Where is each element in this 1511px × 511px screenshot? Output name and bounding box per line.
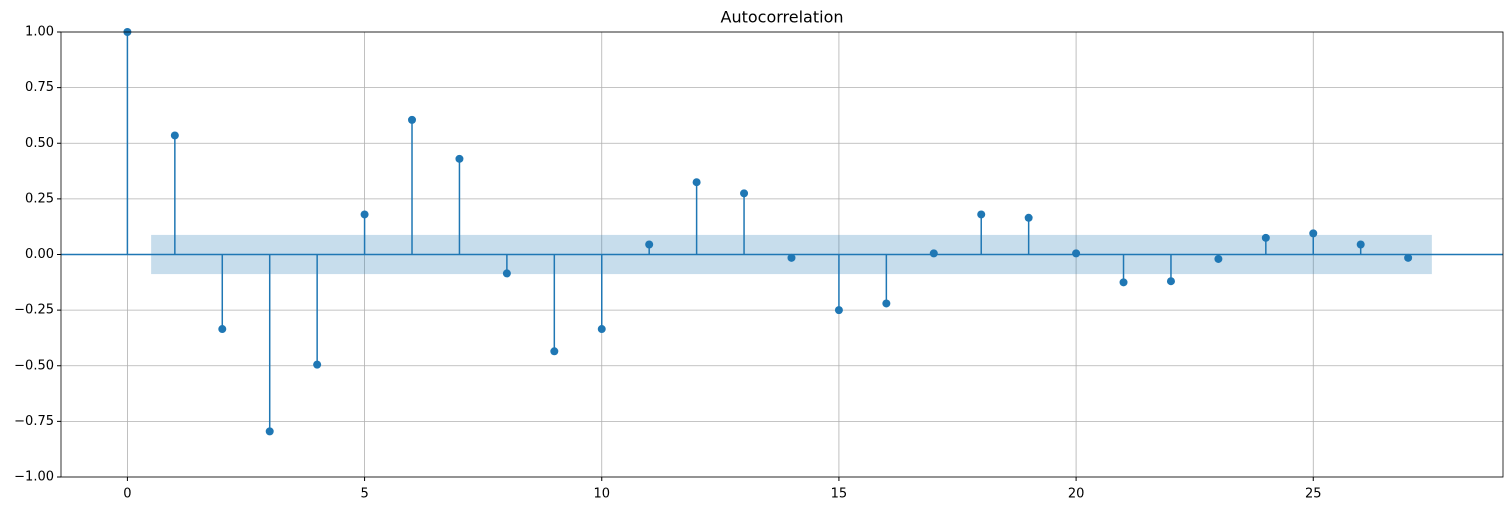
stem-marker [1214,254,1223,263]
stem-marker [265,427,274,436]
stem-marker [787,253,796,262]
stem-marker [1119,278,1128,287]
x-tick-label: 20 [1068,487,1085,502]
stem-marker [550,347,559,356]
x-tick-label: 5 [360,487,368,502]
stem-marker [170,131,179,140]
stem-marker [740,189,749,198]
y-tick-label: −0.50 [14,358,54,373]
stem-marker [1072,249,1081,258]
stem-marker [455,154,464,163]
stem-marker [313,360,322,369]
y-tick-label: 0.75 [25,80,54,95]
y-tick-label: −0.25 [14,303,54,318]
stem-marker [597,325,606,334]
y-tick-label: 1.00 [25,25,54,40]
stem-marker [692,178,701,187]
y-tick-label: 0.00 [25,247,54,262]
stem-marker [1356,240,1365,249]
stem-marker [1261,233,1270,242]
x-tick-label: 15 [831,487,848,502]
y-tick-label: 0.25 [25,191,54,206]
stem-marker [929,249,938,258]
x-tick-label: 0 [123,487,131,502]
plot-frame [60,31,1504,478]
stem-marker [1404,253,1413,262]
y-tick-label: −1.00 [14,470,54,485]
stem-marker [882,299,891,308]
stem-marker [645,240,654,249]
stem-marker [977,210,986,219]
stem-marker [502,269,511,278]
x-tick-label: 10 [593,487,610,502]
y-tick-label: −0.75 [14,414,54,429]
chart-title: Autocorrelation [721,8,844,27]
stem-marker [1309,229,1318,238]
stem-marker [360,210,369,219]
stem-marker [1024,213,1033,222]
stem-marker [218,325,227,334]
stem-marker [834,306,843,315]
x-tick-label: 25 [1305,487,1322,502]
stem-marker [1166,277,1175,286]
y-tick-label: 0.50 [25,136,54,151]
stem-marker [408,115,417,124]
